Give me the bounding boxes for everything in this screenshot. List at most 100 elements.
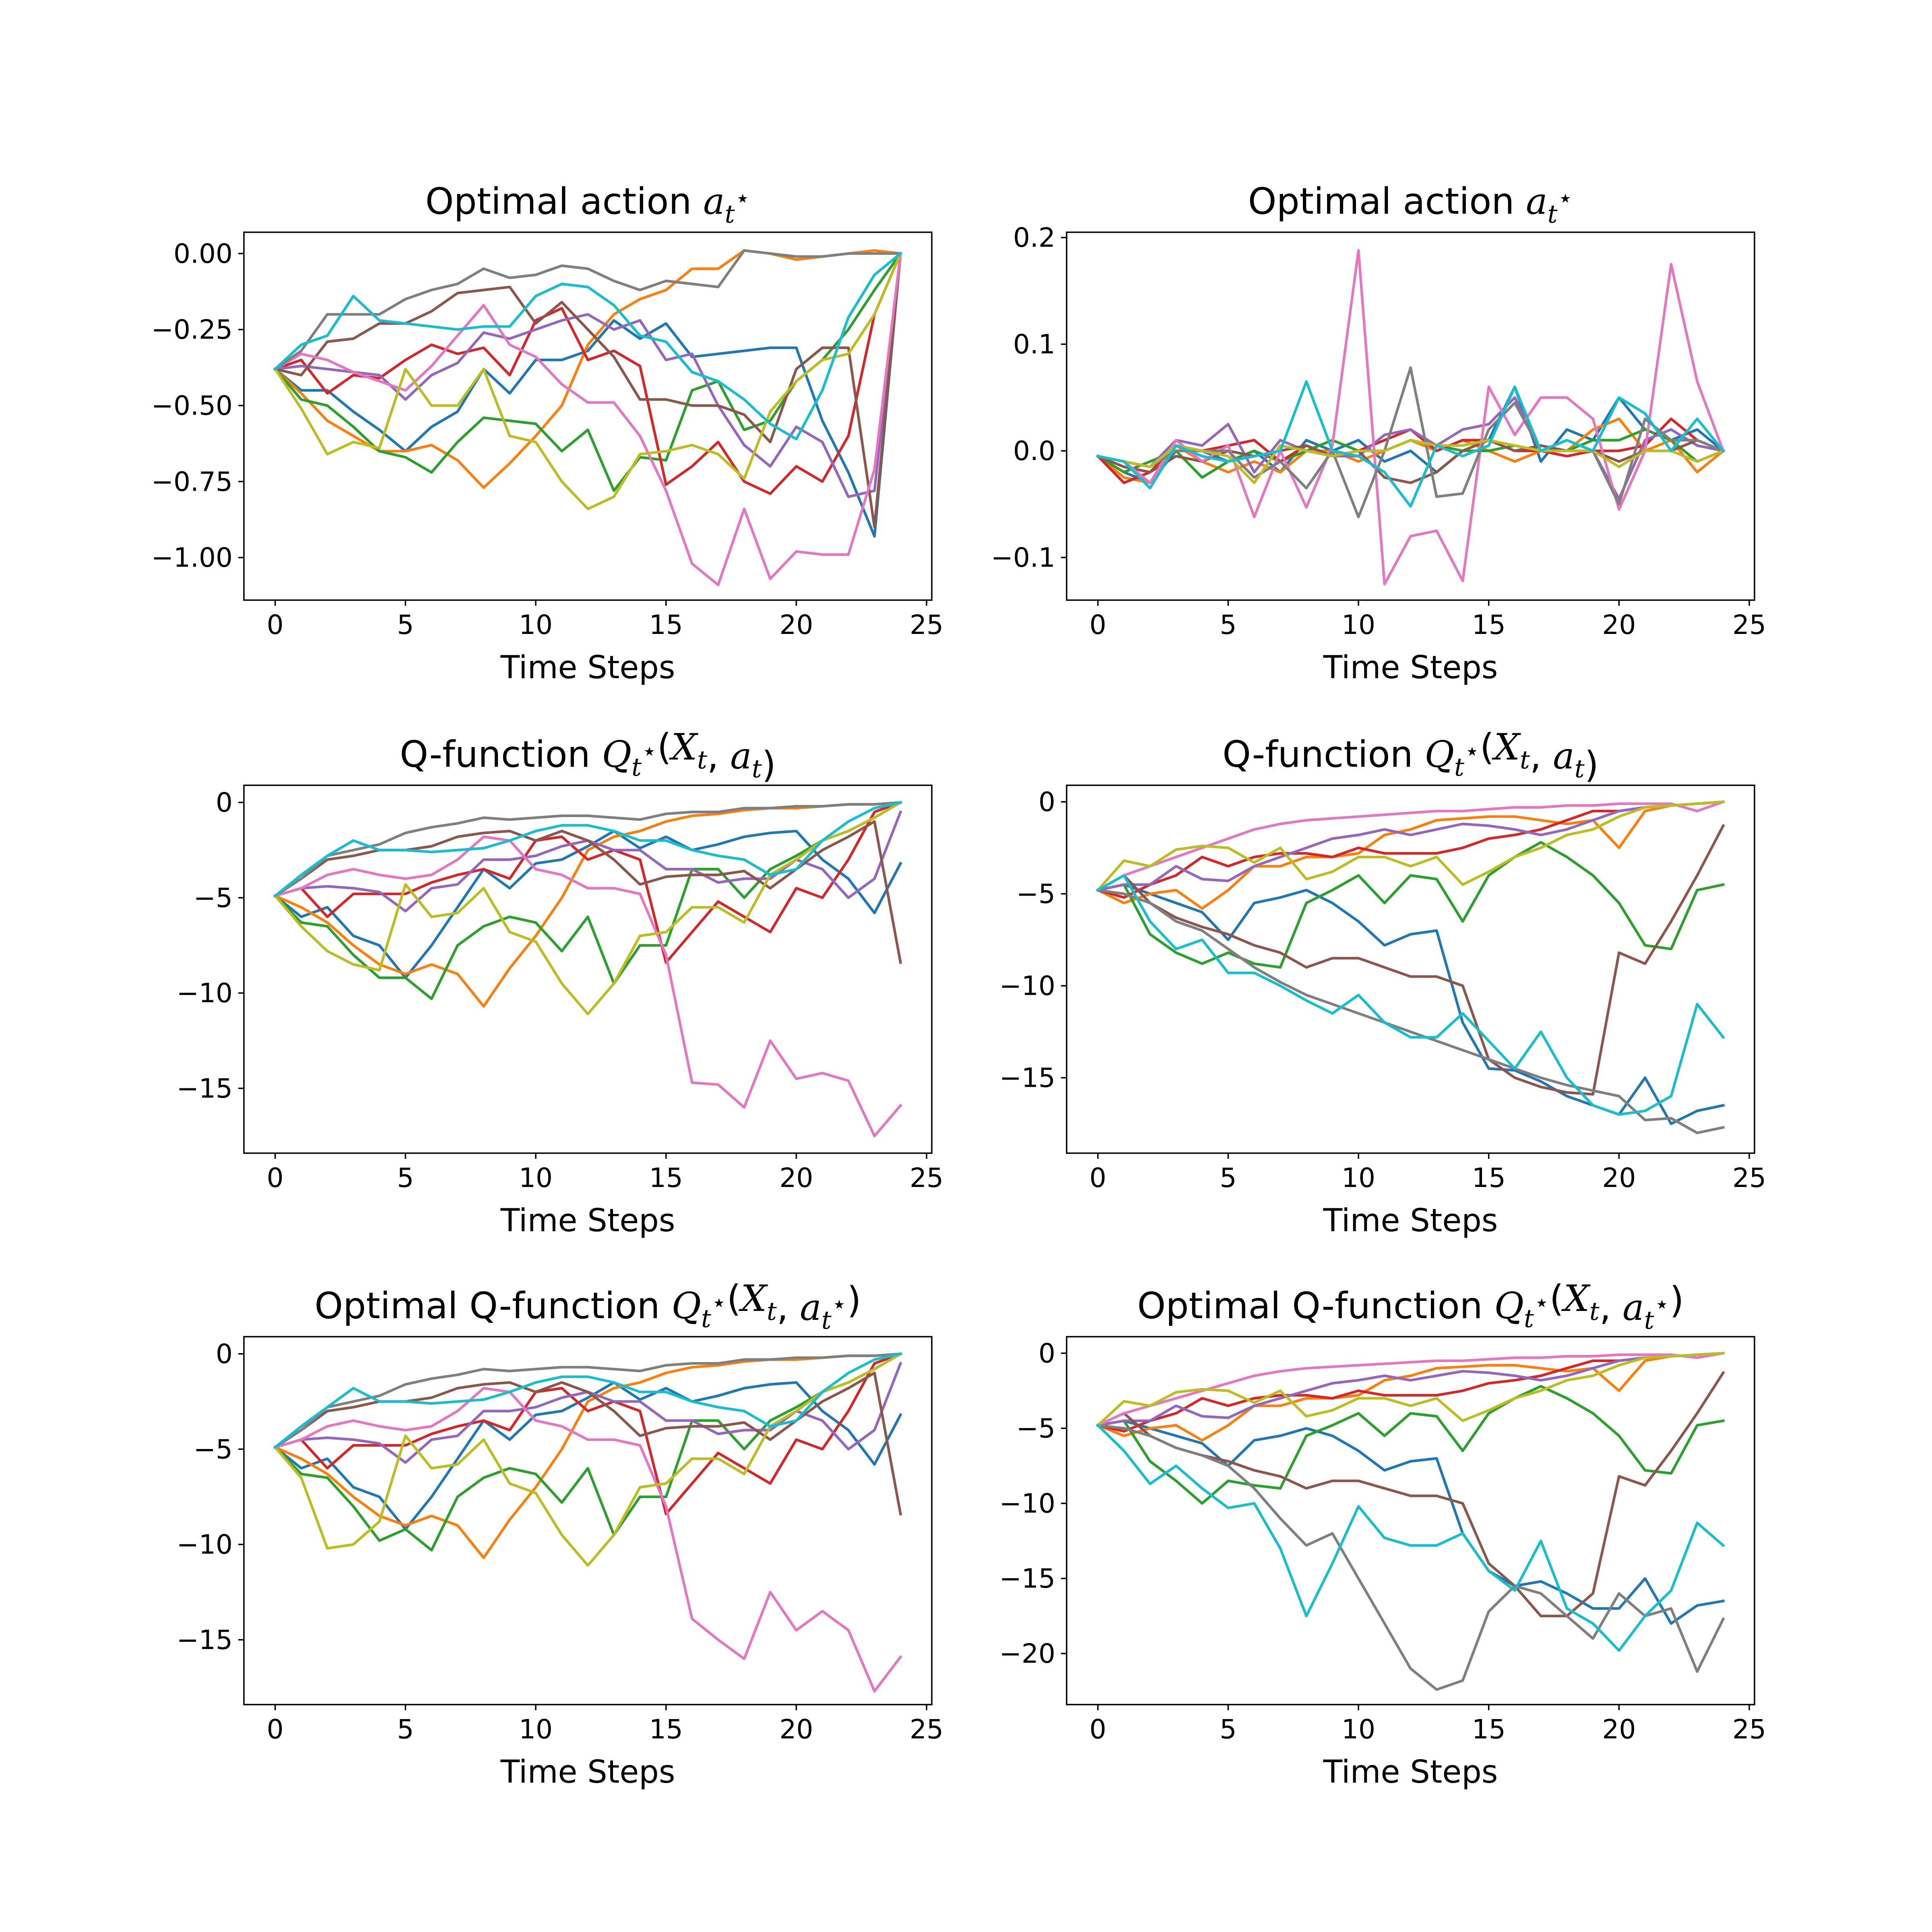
x-tick-label: 20 bbox=[1602, 609, 1636, 640]
y-tick-label: 0 bbox=[1038, 1338, 1055, 1369]
series-line-10 bbox=[1096, 1423, 1725, 1652]
y-tick-label: −15 bbox=[999, 1063, 1055, 1094]
x-tick-label: 15 bbox=[1472, 609, 1506, 640]
series-line-7 bbox=[273, 1387, 902, 1693]
subplot-6: 0 5 10 15 20 25 0 −5 −10 −15 −20 Time Steps Optimal … bbox=[999, 1278, 1766, 1790]
series-line-3 bbox=[273, 1352, 902, 1552]
series-line-3 bbox=[1096, 1385, 1725, 1505]
series-line-6 bbox=[1096, 824, 1725, 1096]
series-group bbox=[1096, 249, 1725, 586]
series-line-9 bbox=[1096, 1352, 1725, 1427]
x-tick-label: 0 bbox=[1090, 1162, 1106, 1193]
series-line-7 bbox=[273, 835, 902, 1137]
subplot-3: 0 5 10 15 20 25 0 −5 −10 −15 Time Steps Q-function … bbox=[177, 726, 943, 1239]
x-tick-label: 5 bbox=[397, 1162, 414, 1193]
x-tick-label: 0 bbox=[1090, 609, 1106, 640]
y-tick-label: 0.0 bbox=[1013, 436, 1055, 466]
x-tick-label: 15 bbox=[1472, 1714, 1506, 1745]
x-tick-label: 0 bbox=[267, 1714, 284, 1745]
y-tick-label: −10 bbox=[999, 970, 1055, 1001]
subplot-2: 0 5 10 15 20 25 0.2 0.1 0.0 −0.1 Time Steps Optimal… bbox=[991, 180, 1766, 686]
x-tick-label: 25 bbox=[910, 1162, 943, 1193]
x-axis-label: Time Steps bbox=[500, 1203, 675, 1239]
x-tick-label: 5 bbox=[1220, 1162, 1236, 1193]
y-tick-label: −15 bbox=[999, 1563, 1055, 1594]
series-line-9 bbox=[1096, 439, 1725, 484]
series-line-9 bbox=[1096, 800, 1725, 892]
series-line-5 bbox=[1096, 1352, 1725, 1427]
series-line-8 bbox=[273, 249, 902, 371]
y-tick-label: −20 bbox=[999, 1638, 1055, 1669]
x-tick-label: 20 bbox=[1602, 1162, 1636, 1193]
series-group bbox=[1096, 1352, 1725, 1691]
x-tick-label: 10 bbox=[519, 1162, 553, 1193]
series-group bbox=[273, 1352, 902, 1693]
series-line-1 bbox=[1096, 1419, 1725, 1625]
subplot-title: Optimal action at⋆ bbox=[425, 180, 751, 229]
series-line-10 bbox=[273, 801, 902, 898]
x-tick-label: 5 bbox=[1220, 609, 1236, 640]
series-line-4 bbox=[273, 801, 902, 964]
axes-frame bbox=[243, 784, 933, 1154]
series-line-2 bbox=[1096, 1352, 1725, 1442]
x-axis-label: Time Steps bbox=[1323, 1203, 1498, 1239]
y-tick-label: 0.2 bbox=[1013, 222, 1055, 253]
y-tick-label: 0 bbox=[216, 1339, 233, 1370]
subplot-title: Q-function Qt⋆(Xt, at) bbox=[1222, 726, 1599, 786]
y-tick-label: −0.25 bbox=[151, 314, 233, 345]
x-tick-label: 25 bbox=[1732, 1162, 1766, 1193]
subplot-4: 0 5 10 15 20 25 0 −5 −10 −15 Time Steps Q-function … bbox=[999, 726, 1766, 1239]
series-line-2 bbox=[1096, 800, 1725, 910]
y-tick-label: 0 bbox=[1038, 786, 1055, 817]
subplot-title: Optimal action at⋆ bbox=[1248, 180, 1573, 229]
series-line-7 bbox=[273, 252, 902, 586]
series-line-9 bbox=[273, 252, 902, 510]
x-tick-label: 0 bbox=[267, 609, 284, 640]
y-tick-label: −0.50 bbox=[151, 390, 233, 421]
x-tick-label: 10 bbox=[1342, 1714, 1375, 1745]
x-tick-label: 15 bbox=[1472, 1162, 1506, 1193]
y-tick-label: 0.00 bbox=[173, 238, 233, 269]
subplot-title: Q-function Qt⋆(Xt, at) bbox=[400, 726, 776, 786]
x-axis-label: Time Steps bbox=[500, 650, 675, 686]
x-tick-label: 25 bbox=[910, 1714, 943, 1745]
axes-frame bbox=[1066, 1336, 1755, 1705]
x-tick-label: 25 bbox=[1732, 1714, 1766, 1745]
x-tick-label: 15 bbox=[649, 1162, 683, 1193]
x-axis-label: Time Steps bbox=[1323, 650, 1498, 686]
x-tick-label: 0 bbox=[267, 1162, 284, 1193]
series-line-7 bbox=[1096, 249, 1725, 586]
series-line-8 bbox=[273, 1352, 902, 1449]
y-tick-label: −1.00 bbox=[151, 542, 233, 573]
series-line-7 bbox=[1096, 1352, 1725, 1427]
series-line-10 bbox=[273, 252, 902, 440]
series-line-3 bbox=[273, 801, 902, 1000]
y-tick-label: −0.1 bbox=[991, 542, 1055, 573]
y-tick-label: −15 bbox=[177, 1624, 233, 1655]
x-tick-label: 0 bbox=[1090, 1714, 1106, 1745]
y-tick-label: −5 bbox=[194, 882, 233, 913]
y-tick-label: 0.1 bbox=[1013, 329, 1055, 360]
series-line-2 bbox=[273, 1352, 902, 1559]
series-group bbox=[273, 801, 902, 1137]
series-line-1 bbox=[273, 252, 902, 538]
series-line-8 bbox=[273, 801, 902, 898]
x-tick-label: 20 bbox=[779, 609, 813, 640]
y-tick-label: −5 bbox=[194, 1434, 233, 1465]
x-tick-label: 10 bbox=[1342, 609, 1375, 640]
axes-frame bbox=[1066, 784, 1755, 1154]
axes-frame bbox=[243, 231, 933, 601]
x-tick-label: 5 bbox=[397, 609, 414, 640]
x-tick-label: 25 bbox=[910, 609, 943, 640]
series-line-2 bbox=[273, 801, 902, 1008]
y-tick-label: −5 bbox=[1016, 1413, 1055, 1444]
series-line-4 bbox=[273, 252, 902, 495]
series-line-6 bbox=[273, 252, 902, 528]
series-line-1 bbox=[273, 830, 902, 979]
x-tick-label: 15 bbox=[649, 609, 683, 640]
series-line-4 bbox=[1096, 800, 1725, 899]
series-line-10 bbox=[273, 1352, 902, 1449]
series-line-10 bbox=[1096, 380, 1725, 508]
